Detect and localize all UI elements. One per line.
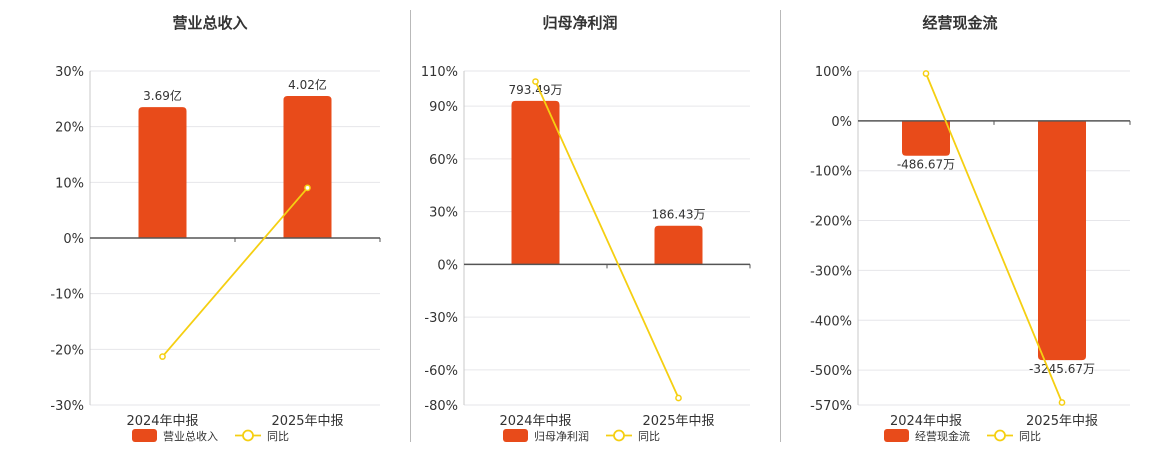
y-tick-label: -400% xyxy=(810,314,852,329)
y-tick-label: -570% xyxy=(810,399,852,414)
panel-divider xyxy=(780,10,781,442)
y-tick-label: 30% xyxy=(55,65,84,80)
y-tick-label: 30% xyxy=(429,206,458,221)
chart-title: 营业总收入 xyxy=(172,14,247,32)
y-tick-label: -30% xyxy=(50,399,84,414)
yoy-point xyxy=(532,78,539,85)
y-tick-label: -500% xyxy=(810,364,852,379)
bar xyxy=(283,96,332,238)
legend-line-label: 同比 xyxy=(638,430,660,443)
legend-bar-swatch xyxy=(132,429,157,442)
yoy-point xyxy=(304,184,311,192)
y-tick-label: -80% xyxy=(424,399,458,414)
legend-line-label: 同比 xyxy=(1019,430,1041,443)
y-tick-label: -20% xyxy=(50,343,84,358)
bar xyxy=(1038,120,1086,361)
y-tick-label: -60% xyxy=(424,364,458,379)
y-tick-label: 90% xyxy=(429,100,458,115)
chart-title: 经营现金流 xyxy=(922,14,997,32)
yoy-point xyxy=(675,394,682,402)
x-tick-label: 2025年中报 xyxy=(642,414,714,429)
yoy-point xyxy=(1058,399,1066,406)
legend-bar-swatch xyxy=(884,429,909,442)
bar xyxy=(511,100,560,265)
legend-bar-swatch xyxy=(503,429,528,442)
legend-bar-label: 营业总收入 xyxy=(163,429,218,443)
chart-panel-revenue: 营业总收入 30% 20% 10% 0% -10% -20% -30% 3.69亿 4.02亿 20… xyxy=(0,0,410,450)
bar-data-label: 186.43万 xyxy=(652,208,706,222)
yoy-line xyxy=(534,81,680,399)
chart-title: 归母净利润 xyxy=(542,14,617,32)
chart-panel-net-profit: 归母净利润 110% 90% 60% 30% 0% -30% -60% -80% 793.49万 1… xyxy=(411,0,780,450)
legend-line-label: 同比 xyxy=(267,430,289,443)
yoy-point xyxy=(922,70,930,77)
bar xyxy=(902,120,950,156)
y-tick-label: 0% xyxy=(831,115,852,130)
y-tick-label: 100% xyxy=(815,65,852,80)
legend-line-marker xyxy=(242,429,254,442)
x-tick-label: 2024年中报 xyxy=(126,414,198,429)
chart-net-profit: 归母净利润 110% 90% 60% 30% 0% -30% -60% -80% 793.49万 1… xyxy=(421,14,751,443)
yoy-line xyxy=(161,187,309,358)
y-tick-label: 60% xyxy=(429,153,458,168)
bar-data-label: 793.49万 xyxy=(509,83,563,97)
x-tick-label: 2024年中报 xyxy=(890,414,962,429)
legend-line-marker xyxy=(613,429,625,442)
legend-bar-label: 归母净利润 xyxy=(534,429,589,443)
chart-cash-flow: 经营现金流 100% 0% -100% -200% -300% -400% -500% -570… xyxy=(810,14,1131,443)
bar-data-label: 3.69亿 xyxy=(143,88,182,103)
y-tick-label: -300% xyxy=(810,264,852,279)
x-tick-label: 2025年中报 xyxy=(1026,414,1098,429)
bar xyxy=(138,107,187,238)
panel-divider xyxy=(410,10,411,442)
legend-line-marker xyxy=(994,429,1006,442)
yoy-line xyxy=(925,73,1063,403)
y-tick-label: 0% xyxy=(63,232,84,247)
chart-revenue: 营业总收入 30% 20% 10% 0% -10% -20% -30% 3.69亿 4.02亿 20… xyxy=(50,14,381,443)
legend-bar-label: 经营现金流 xyxy=(915,429,970,443)
bar-data-label: 4.02亿 xyxy=(288,77,327,92)
x-tick-label: 2024年中报 xyxy=(499,414,571,429)
y-tick-label: 20% xyxy=(55,121,84,136)
x-tick-label: 2025年中报 xyxy=(271,414,343,429)
bar xyxy=(654,225,703,265)
y-tick-label: -100% xyxy=(810,165,852,180)
y-tick-label: -10% xyxy=(50,288,84,303)
y-tick-label: 0% xyxy=(437,258,458,273)
bar-data-label: -486.67万 xyxy=(897,158,955,172)
chart-panel-cash-flow: 经营现金流 100% 0% -100% -200% -300% -400% -500% -570… xyxy=(781,0,1160,450)
bar-data-label: -3245.67万 xyxy=(1029,362,1095,376)
y-tick-label: -30% xyxy=(424,311,458,326)
y-tick-label: 110% xyxy=(421,65,458,80)
y-tick-label: 10% xyxy=(55,176,84,191)
yoy-point xyxy=(159,353,166,360)
y-tick-label: -200% xyxy=(810,215,852,230)
